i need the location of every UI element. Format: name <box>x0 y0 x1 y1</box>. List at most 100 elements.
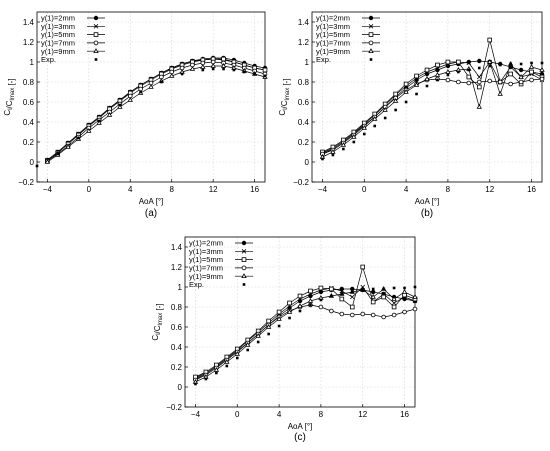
data-point <box>497 90 503 96</box>
data-point <box>235 356 239 360</box>
legend-label: y(1)=2mm <box>41 14 75 23</box>
data-point <box>518 67 524 73</box>
legend: y(1)=2mmy(1)=3mmy(1)=5mmy(1)=7mmy(1)=9mm… <box>189 239 253 289</box>
data-point <box>383 116 387 120</box>
x-tick-label: 12 <box>485 185 494 194</box>
data-point <box>402 309 407 315</box>
x-tick-label: 0 <box>362 185 367 194</box>
plot-frame <box>184 236 416 408</box>
data-point <box>308 288 313 294</box>
x-tick-label: 4 <box>277 410 282 419</box>
legend-label: Exp. <box>316 55 331 64</box>
legend-marker <box>241 257 247 262</box>
data-point <box>391 300 397 306</box>
y-tick-label: 0.2 <box>298 138 310 147</box>
x-tick-label: 16 <box>400 410 409 419</box>
data-point <box>467 68 471 72</box>
data-point <box>352 140 356 144</box>
data-point <box>393 91 398 97</box>
x-tick-label: 12 <box>358 410 367 419</box>
grid <box>185 237 415 408</box>
data-point <box>256 340 260 344</box>
y-tick-label: −0.2 <box>18 178 34 187</box>
data-point <box>118 103 122 107</box>
data-point <box>370 293 376 299</box>
series-5 <box>194 285 417 386</box>
series-line <box>322 60 543 155</box>
data-point <box>415 92 418 96</box>
series-line <box>322 61 543 154</box>
data-point <box>213 366 220 372</box>
data-point <box>35 164 39 168</box>
chart-panel-c: −4 0 4 8 12 16 −0.2 0 0.2 0.4 0.6 0.8 1 1.2 1.4 AoA [°]… <box>151 236 418 443</box>
legend: y(1)=2mmy(1)=3mmy(1)=5mmy(1)=7mmy(1)=9mm… <box>41 14 105 64</box>
data-point <box>361 288 365 292</box>
data-point <box>403 286 406 290</box>
data-point <box>225 364 229 368</box>
data-point <box>211 67 215 71</box>
series-4 <box>319 58 545 159</box>
x-tick-label: −4 <box>43 185 53 194</box>
data-point <box>476 74 482 80</box>
data-point <box>267 332 270 336</box>
y-tick-label: 1 <box>305 58 310 67</box>
chart-panel-b: −4 0 4 8 12 16 −0.2 0 0.2 0.4 0.6 0.8 1 1.2 1.4 AoA [°]… <box>278 11 545 219</box>
data-point <box>370 289 376 295</box>
series-line <box>195 286 416 379</box>
data-point <box>221 56 226 62</box>
data-point <box>457 70 460 74</box>
data-point <box>106 111 113 117</box>
data-point <box>180 72 184 76</box>
data-point <box>56 152 60 156</box>
x-tick-label: 0 <box>235 410 240 419</box>
legend-marker <box>94 58 98 61</box>
data-point <box>200 63 206 69</box>
y-axis-label: Cl/Clmax [-] <box>278 78 291 115</box>
data-point <box>204 377 208 381</box>
data-point <box>370 299 376 305</box>
x-tick-label: 0 <box>87 185 92 194</box>
legend-marker <box>368 15 374 21</box>
data-point <box>518 73 524 79</box>
data-point <box>65 143 71 149</box>
data-point <box>351 133 357 139</box>
data-point <box>276 315 282 321</box>
legend-label: y(1)=7mm <box>41 39 75 48</box>
series-3 <box>45 59 268 164</box>
data-point <box>220 62 227 68</box>
data-point <box>360 264 366 270</box>
plot-frame <box>36 11 266 183</box>
y-tick-label: 1.2 <box>171 263 183 272</box>
x-tick-label: 8 <box>170 185 175 194</box>
data-point <box>498 63 502 67</box>
x-tick-label: 8 <box>319 410 324 419</box>
y-tick-label: 0.4 <box>171 343 183 352</box>
data-point <box>287 300 292 306</box>
data-point <box>329 286 334 292</box>
data-point <box>210 62 216 68</box>
y-tick-label: 0.8 <box>23 78 35 87</box>
data-point <box>318 304 324 310</box>
data-point <box>446 73 450 77</box>
legend-label: y(1)=3mm <box>41 22 75 31</box>
data-point <box>86 127 92 133</box>
data-point <box>539 76 545 82</box>
data-point <box>403 81 409 87</box>
data-point <box>298 309 302 313</box>
x-tick-label: 4 <box>128 185 133 194</box>
legend-label: y(1)=3mm <box>189 247 223 256</box>
y-tick-label: −0.2 <box>166 403 182 412</box>
x-tick-label: 16 <box>527 185 536 194</box>
data-point <box>539 66 545 72</box>
data-point <box>265 323 272 329</box>
data-point <box>349 294 355 300</box>
data-point <box>372 115 378 121</box>
data-point <box>318 285 324 291</box>
data-point <box>224 358 230 364</box>
data-point <box>194 382 197 386</box>
data-point <box>466 60 472 66</box>
x-tick-label: 16 <box>250 185 259 194</box>
data-point <box>349 312 355 318</box>
data-point <box>201 68 205 72</box>
legend-label: y(1)=9mm <box>41 47 75 56</box>
